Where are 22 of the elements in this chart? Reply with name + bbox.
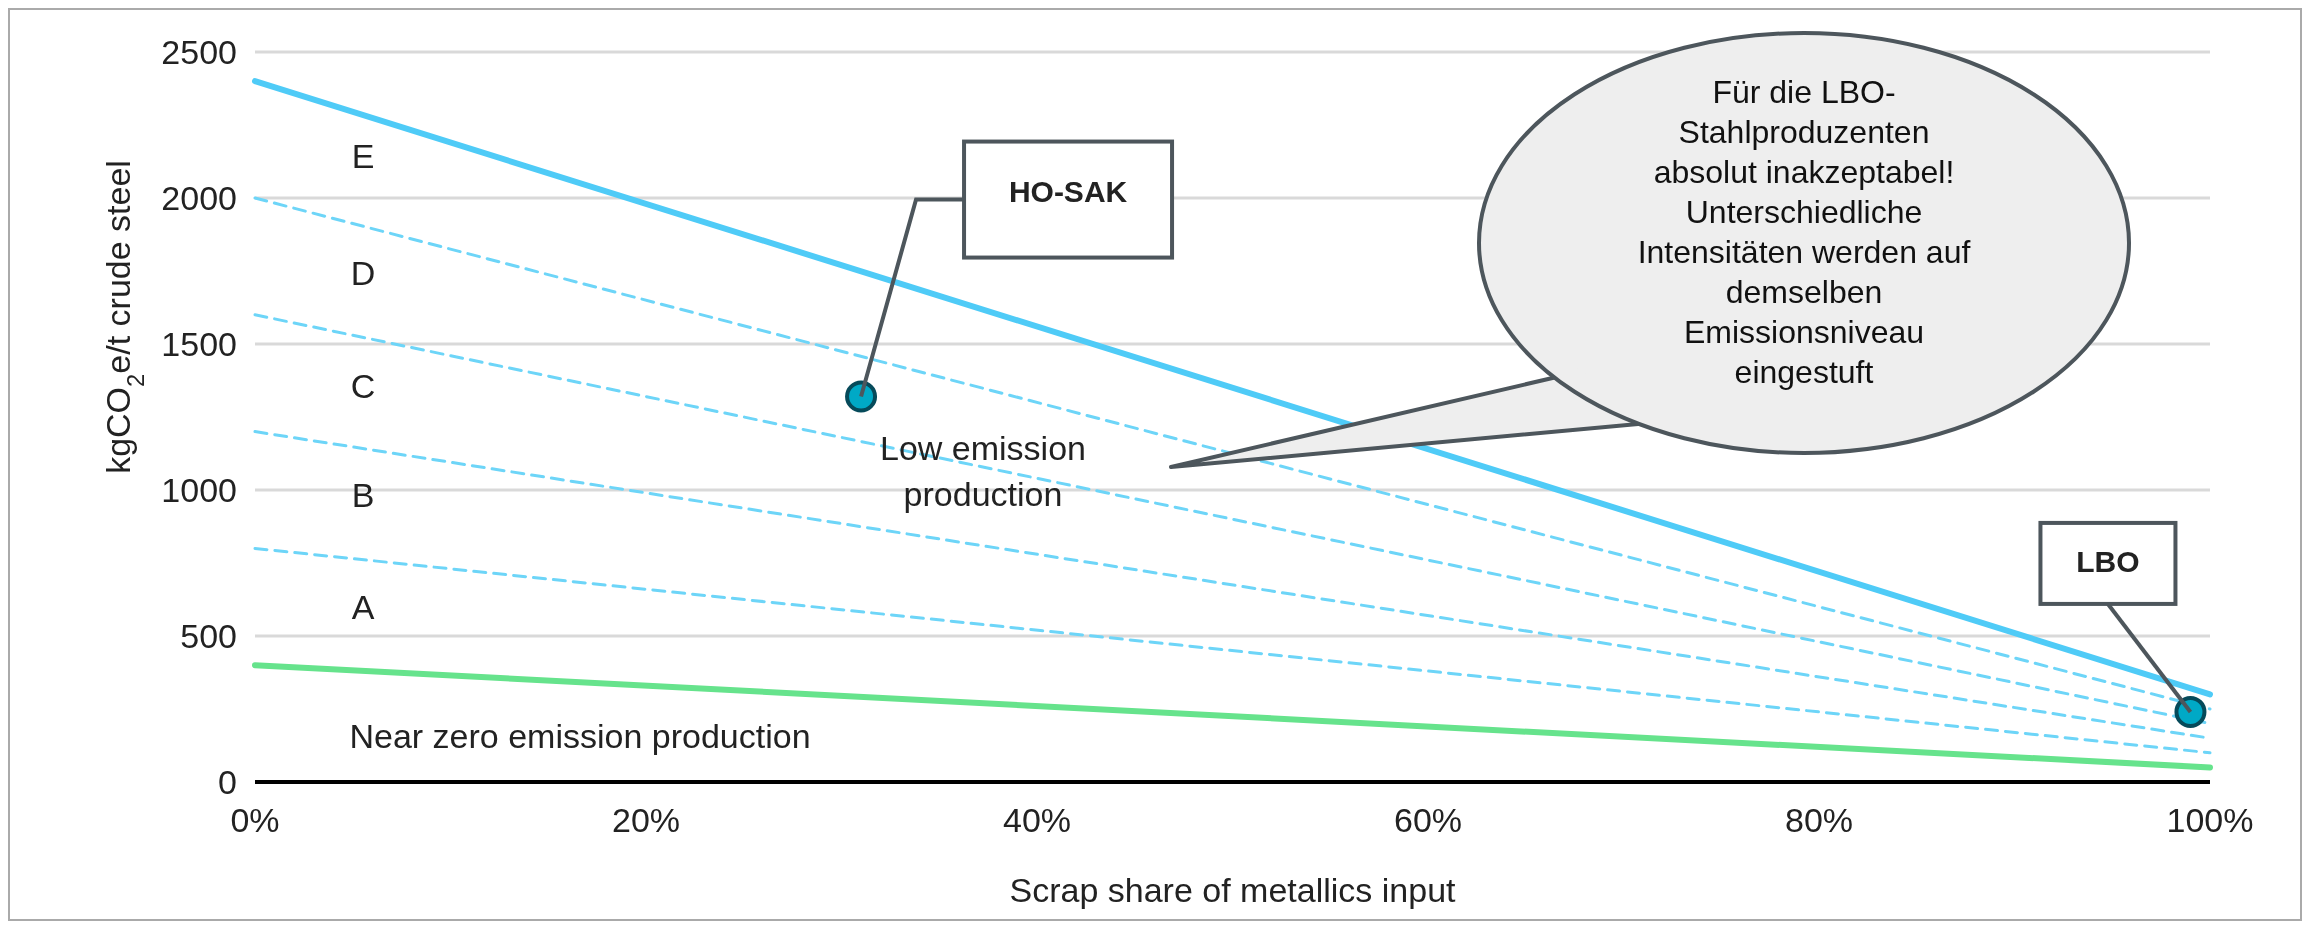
annotation: HO-SAK: [1008, 175, 1128, 209]
annotation: Near zero emission production: [349, 717, 811, 755]
y-tick-label: 0: [218, 762, 237, 801]
annotation: A: [351, 588, 375, 626]
x-tick-label: 60%: [1393, 801, 1463, 839]
x-tick-label: 100%: [2166, 801, 2254, 839]
annotation: C: [350, 367, 376, 405]
annotation: D: [350, 254, 376, 292]
y-tick-label: 1000: [161, 470, 237, 509]
y-tick-label: 2000: [161, 178, 237, 217]
annotation: Für die LBO- Stahlproduzenten absolut inakzeptabel! Unterschiedliche Intensitäten werden auf demselben Emissionsniveau eingestuft: [1637, 74, 1971, 390]
x-tick-label: 80%: [1784, 801, 1854, 839]
y-tick-label: 1500: [161, 324, 237, 363]
x-tick-label: 40%: [1002, 801, 1072, 839]
annotation: B: [351, 476, 375, 514]
y-tick-label: 2500: [161, 32, 237, 71]
annotation: LBO: [2076, 544, 2140, 578]
x-tick-label: 20%: [611, 801, 681, 839]
x-axis-title: Scrap share of metallics input: [1009, 871, 1457, 909]
y-tick-label: 500: [180, 616, 237, 655]
annotation: E: [351, 137, 375, 175]
x-tick-label: 0%: [230, 801, 280, 839]
